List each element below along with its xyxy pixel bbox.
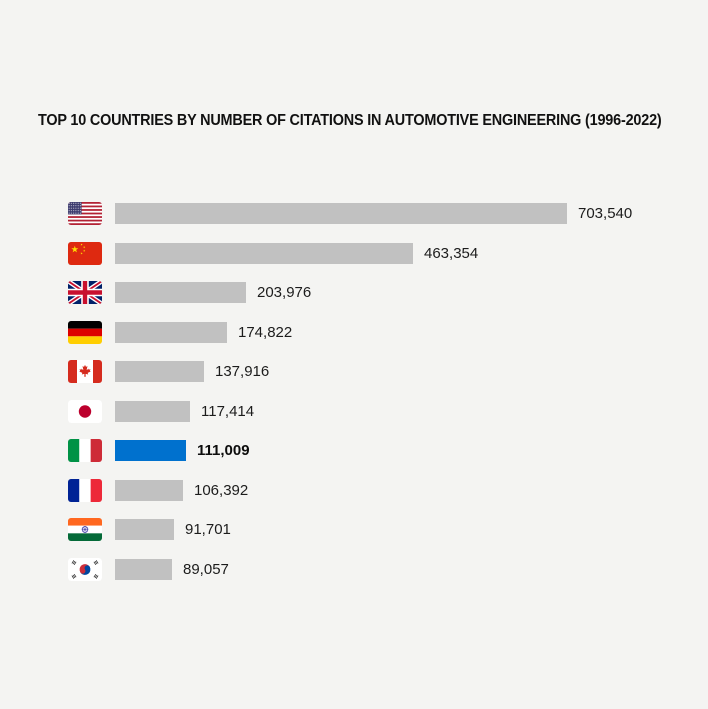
bar-value-label: 203,976	[257, 284, 312, 301]
bar-united-kingdom	[115, 282, 246, 303]
flag-japan-icon	[68, 399, 102, 423]
bar-value-label: 463,354	[424, 244, 479, 262]
bar-row-united-kingdom: 203,976	[68, 281, 632, 304]
bar-row-japan: 117,414	[68, 399, 632, 423]
bar-value-label: 703,540	[578, 205, 633, 222]
bar-value-label: 111,009	[197, 442, 250, 459]
bar-united-states	[115, 203, 567, 224]
bar-india	[115, 519, 174, 540]
flag-italy-icon	[68, 439, 102, 462]
bar-chart: 703,540 463,354	[68, 202, 632, 581]
chart-title: TOP 10 COUNTRIES BY NUMBER OF CITATIONS …	[38, 112, 662, 129]
flag-south-korea-icon	[68, 557, 102, 581]
flag-canada-icon	[68, 360, 102, 383]
bar-italy	[115, 440, 186, 461]
bar-value-label: 91,701	[185, 521, 231, 538]
flag-india-icon	[68, 518, 102, 541]
bar-value-label: 106,392	[194, 481, 249, 499]
bar-row-france: 106,392	[68, 478, 632, 502]
bar-japan	[115, 400, 190, 422]
bar-china	[115, 242, 413, 264]
bar-row-south-korea: 89,057	[68, 557, 632, 581]
bar-row-germany: 174,822	[68, 320, 632, 344]
bar-france	[115, 479, 183, 501]
flag-france-icon	[68, 478, 102, 502]
bar-value-label: 89,057	[183, 560, 229, 578]
flag-united-kingdom-icon	[68, 281, 102, 304]
bar-value-label: 117,414	[201, 402, 255, 420]
bar-row-canada: 137,916	[68, 360, 632, 383]
bar-value-label: 137,916	[215, 363, 270, 380]
bar-germany	[115, 321, 227, 343]
flag-china-icon	[68, 241, 102, 265]
bar-row-china: 463,354	[68, 241, 632, 265]
flag-united-states-icon	[68, 202, 102, 225]
bar-row-india: 91,701	[68, 518, 632, 541]
bar-row-united-states: 703,540	[68, 202, 632, 225]
bar-value-label: 174,822	[238, 323, 293, 341]
flag-germany-icon	[68, 320, 102, 344]
bar-canada	[115, 361, 204, 382]
bar-south-korea	[115, 558, 172, 580]
bar-row-italy: 111,009	[68, 439, 632, 462]
